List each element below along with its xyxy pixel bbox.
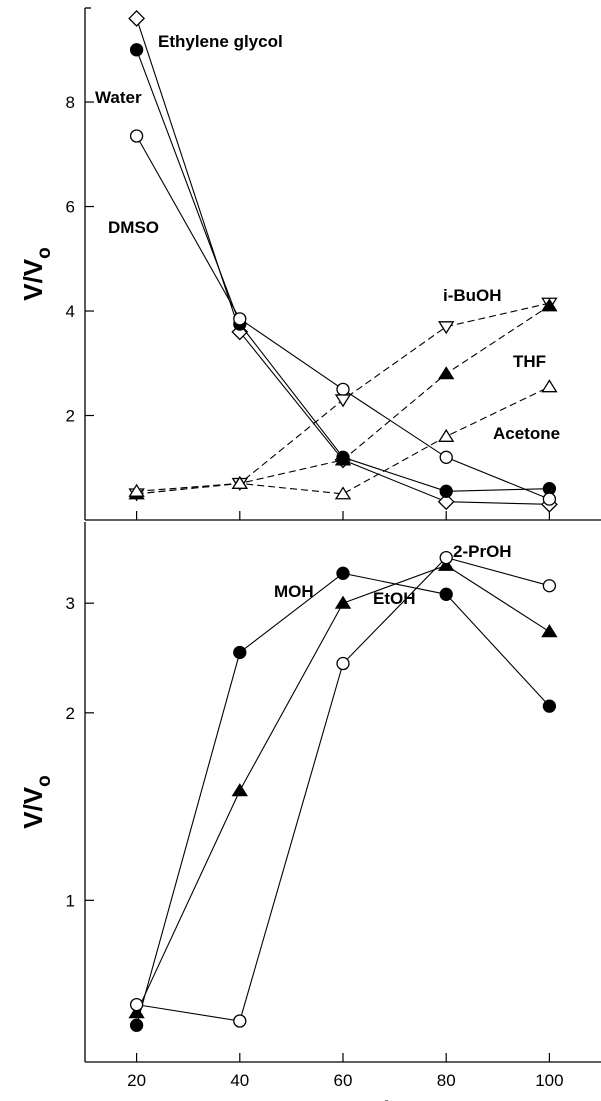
series-moh: [129, 566, 557, 1032]
ethylene-glycol-point: [128, 10, 146, 27]
y-tick-label: 1: [66, 891, 75, 910]
water-line: [136, 49, 550, 492]
y-tick-label: 3: [66, 594, 75, 613]
moh-point: [439, 587, 453, 601]
acetone-point: [128, 483, 145, 497]
x-tick-label: 80: [437, 1071, 456, 1090]
etoh-point: [128, 1005, 145, 1019]
y-axis-title: V/Vo: [18, 775, 55, 829]
ethylene-glycol-point: [437, 493, 455, 511]
water-point: [439, 484, 453, 498]
etoh-point: [231, 783, 248, 797]
2-proh-point: [336, 656, 350, 671]
moh-point: [336, 566, 350, 580]
x-tick-label: 40: [230, 1071, 249, 1090]
2-proh-point: [233, 1014, 247, 1028]
x-tick-label: 100: [535, 1071, 563, 1090]
annotation-etoh: EtOH: [373, 589, 416, 608]
ethylene-glycol-line: [136, 18, 550, 505]
thf-point: [334, 452, 352, 466]
x-tick-label: 20: [127, 1071, 146, 1090]
i-buoh-point: [438, 321, 455, 335]
y-tick-label: 2: [66, 704, 75, 723]
annotation-acetone: Acetone: [493, 424, 560, 443]
top-panel: 2 4 6 8 V/Vo Ethylene glycol Water DMSO i-BuOH TH…: [18, 7, 601, 521]
etoh-line: [136, 564, 550, 1013]
annotation-dmso: DMSO: [108, 218, 159, 237]
water-point: [129, 43, 144, 57]
i-buoh-point: [334, 394, 352, 408]
dmso-point: [542, 492, 557, 506]
annotation-thf: THF: [513, 352, 546, 371]
thf-point: [438, 366, 455, 380]
y-axis-title: V/Vo: [18, 247, 55, 301]
annotation-water: Water: [95, 88, 142, 107]
y-tick-label: 6: [66, 198, 75, 217]
series-water: [129, 43, 557, 498]
x-axis-title: TBA mol %: [292, 1097, 418, 1101]
y-tick-label: 2: [66, 407, 75, 426]
dmso-line: [136, 135, 550, 500]
dmso-point: [129, 129, 144, 143]
2-proh-point: [129, 997, 144, 1012]
acetone-point: [334, 486, 352, 500]
acetone-point: [438, 428, 455, 442]
y-tick-label: 8: [66, 93, 75, 112]
series-etoh: [128, 557, 558, 1019]
etoh-point: [541, 624, 558, 638]
moh-point: [129, 1018, 144, 1032]
series-acetone: [128, 379, 558, 500]
thf-point: [541, 298, 558, 312]
annotation-moh: MOH: [274, 582, 314, 601]
acetone-line: [136, 386, 550, 495]
x-tick-label: 60: [334, 1071, 353, 1090]
y-tick-label: 4: [66, 302, 75, 321]
annotation-ethylene-glycol: Ethylene glycol: [158, 32, 283, 51]
moh-line: [136, 572, 550, 1026]
annotation-2-proh: 2-PrOH: [453, 542, 512, 561]
2-proh-point: [439, 550, 453, 565]
series-i-buoh: [128, 297, 558, 502]
dmso-point: [439, 450, 453, 464]
bottom-panel: 1 2 3 20 40 60 80 100 V/Vo TBA mol % MOH EtOH 2-PrOH: [18, 522, 601, 1101]
acetone-point: [231, 475, 248, 489]
annotation-i-buoh: i-BuOH: [443, 286, 502, 305]
etoh-point: [334, 595, 352, 609]
dmso-point: [233, 312, 247, 326]
acetone-point: [541, 379, 558, 393]
series-dmso: [129, 129, 557, 506]
etoh-point: [438, 557, 455, 571]
dmso-point: [336, 382, 350, 397]
moh-point: [233, 645, 247, 660]
2-proh-line: [136, 557, 550, 1022]
series-2-proh: [129, 550, 557, 1028]
moh-point: [542, 699, 557, 713]
2-proh-point: [542, 579, 557, 593]
